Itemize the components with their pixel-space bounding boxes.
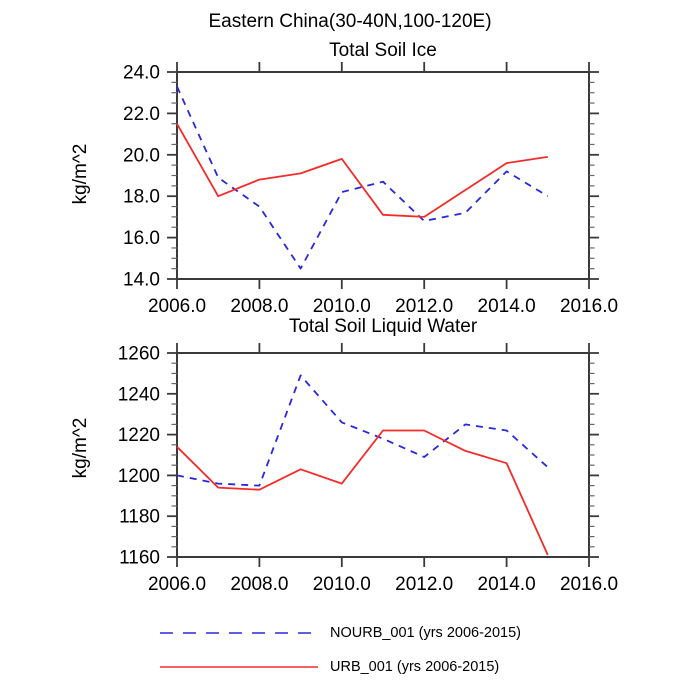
legend-line-solid (160, 666, 318, 668)
y-tick-label: 14.0 (123, 270, 160, 291)
y-tick-label: 1220 (118, 425, 160, 446)
legend-item-nourb: NOURB_001 (yrs 2006-2015) (160, 624, 521, 642)
y-tick-label: 24.0 (123, 63, 160, 84)
plot-border (176, 71, 590, 280)
x-tick-label: 2016.0 (560, 296, 618, 317)
y-tick-label: 1240 (118, 384, 160, 405)
figure-title: Eastern China(30-40N,100-120E) (208, 11, 492, 32)
y-tick-label: 20.0 (123, 145, 160, 166)
plot-title-soil-ice: Total Soil Ice (329, 40, 437, 61)
series-line-urb_001 (176, 429, 549, 556)
y-tick-label: 1160 (119, 548, 160, 569)
x-tick-label: 2006.0 (148, 296, 206, 317)
x-tick-label: 2012.0 (395, 296, 453, 317)
x-tick-label: 2010.0 (313, 574, 371, 595)
legend-line-dashed (160, 632, 318, 634)
series-line-nourb_001 (176, 86, 549, 270)
x-tick-label: 2010.0 (313, 296, 371, 317)
series-line-urb_001 (176, 123, 548, 218)
x-tick-label: 2012.0 (395, 574, 453, 595)
y-tick-label: 16.0 (123, 228, 160, 249)
x-tick-label: 2014.0 (478, 296, 536, 317)
y-tick-label: 1200 (118, 466, 160, 487)
legend-item-urb: URB_001 (yrs 2006-2015) (160, 658, 499, 676)
legend-item-label: URB_001 (yrs 2006-2015) (330, 659, 500, 675)
x-tick-label: 2006.0 (148, 574, 206, 595)
plot-border (176, 352, 590, 558)
y-tick-label: 22.0 (123, 104, 160, 125)
x-tick-label: 2008.0 (230, 296, 288, 317)
x-tick-label: 2016.0 (560, 574, 618, 595)
x-tick-label: 2008.0 (230, 574, 288, 595)
legend-item-label: NOURB_001 (yrs 2006-2015) (330, 625, 522, 641)
y-tick-label: 1260 (118, 344, 160, 365)
series-line-nourb_001 (176, 374, 549, 487)
y-tick-label: 18.0 (123, 187, 160, 208)
x-tick-label: 2014.0 (478, 574, 536, 595)
y-tick-label: 1180 (119, 507, 160, 528)
plot-title-soil-liquid-water: Total Soil Liquid Water (288, 316, 478, 337)
